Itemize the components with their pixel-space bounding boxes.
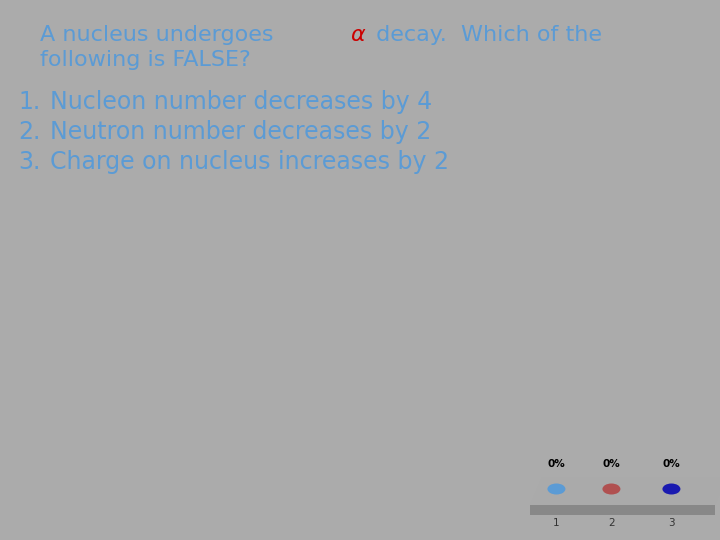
Text: 1: 1: [553, 518, 559, 528]
Text: 2: 2: [608, 518, 615, 528]
Ellipse shape: [547, 483, 565, 495]
Text: following is FALSE?: following is FALSE?: [40, 50, 251, 70]
Text: Nucleon number decreases by 4: Nucleon number decreases by 4: [50, 90, 432, 114]
Ellipse shape: [662, 483, 680, 495]
Text: α: α: [351, 25, 365, 45]
Text: Neutron number decreases by 2: Neutron number decreases by 2: [50, 120, 431, 144]
Text: 0%: 0%: [603, 459, 621, 469]
Text: decay.  Which of the: decay. Which of the: [369, 25, 603, 45]
Text: A nucleus undergoes: A nucleus undergoes: [40, 25, 281, 45]
Text: Charge on nucleus increases by 2: Charge on nucleus increases by 2: [50, 150, 449, 174]
Text: 0%: 0%: [662, 459, 680, 469]
Text: 3: 3: [668, 518, 675, 528]
Text: 1.: 1.: [18, 90, 40, 114]
Text: 2.: 2.: [18, 120, 40, 144]
Text: 0%: 0%: [547, 459, 565, 469]
Text: 3.: 3.: [18, 150, 40, 174]
Polygon shape: [530, 505, 715, 515]
Polygon shape: [530, 477, 720, 505]
Ellipse shape: [603, 483, 621, 495]
